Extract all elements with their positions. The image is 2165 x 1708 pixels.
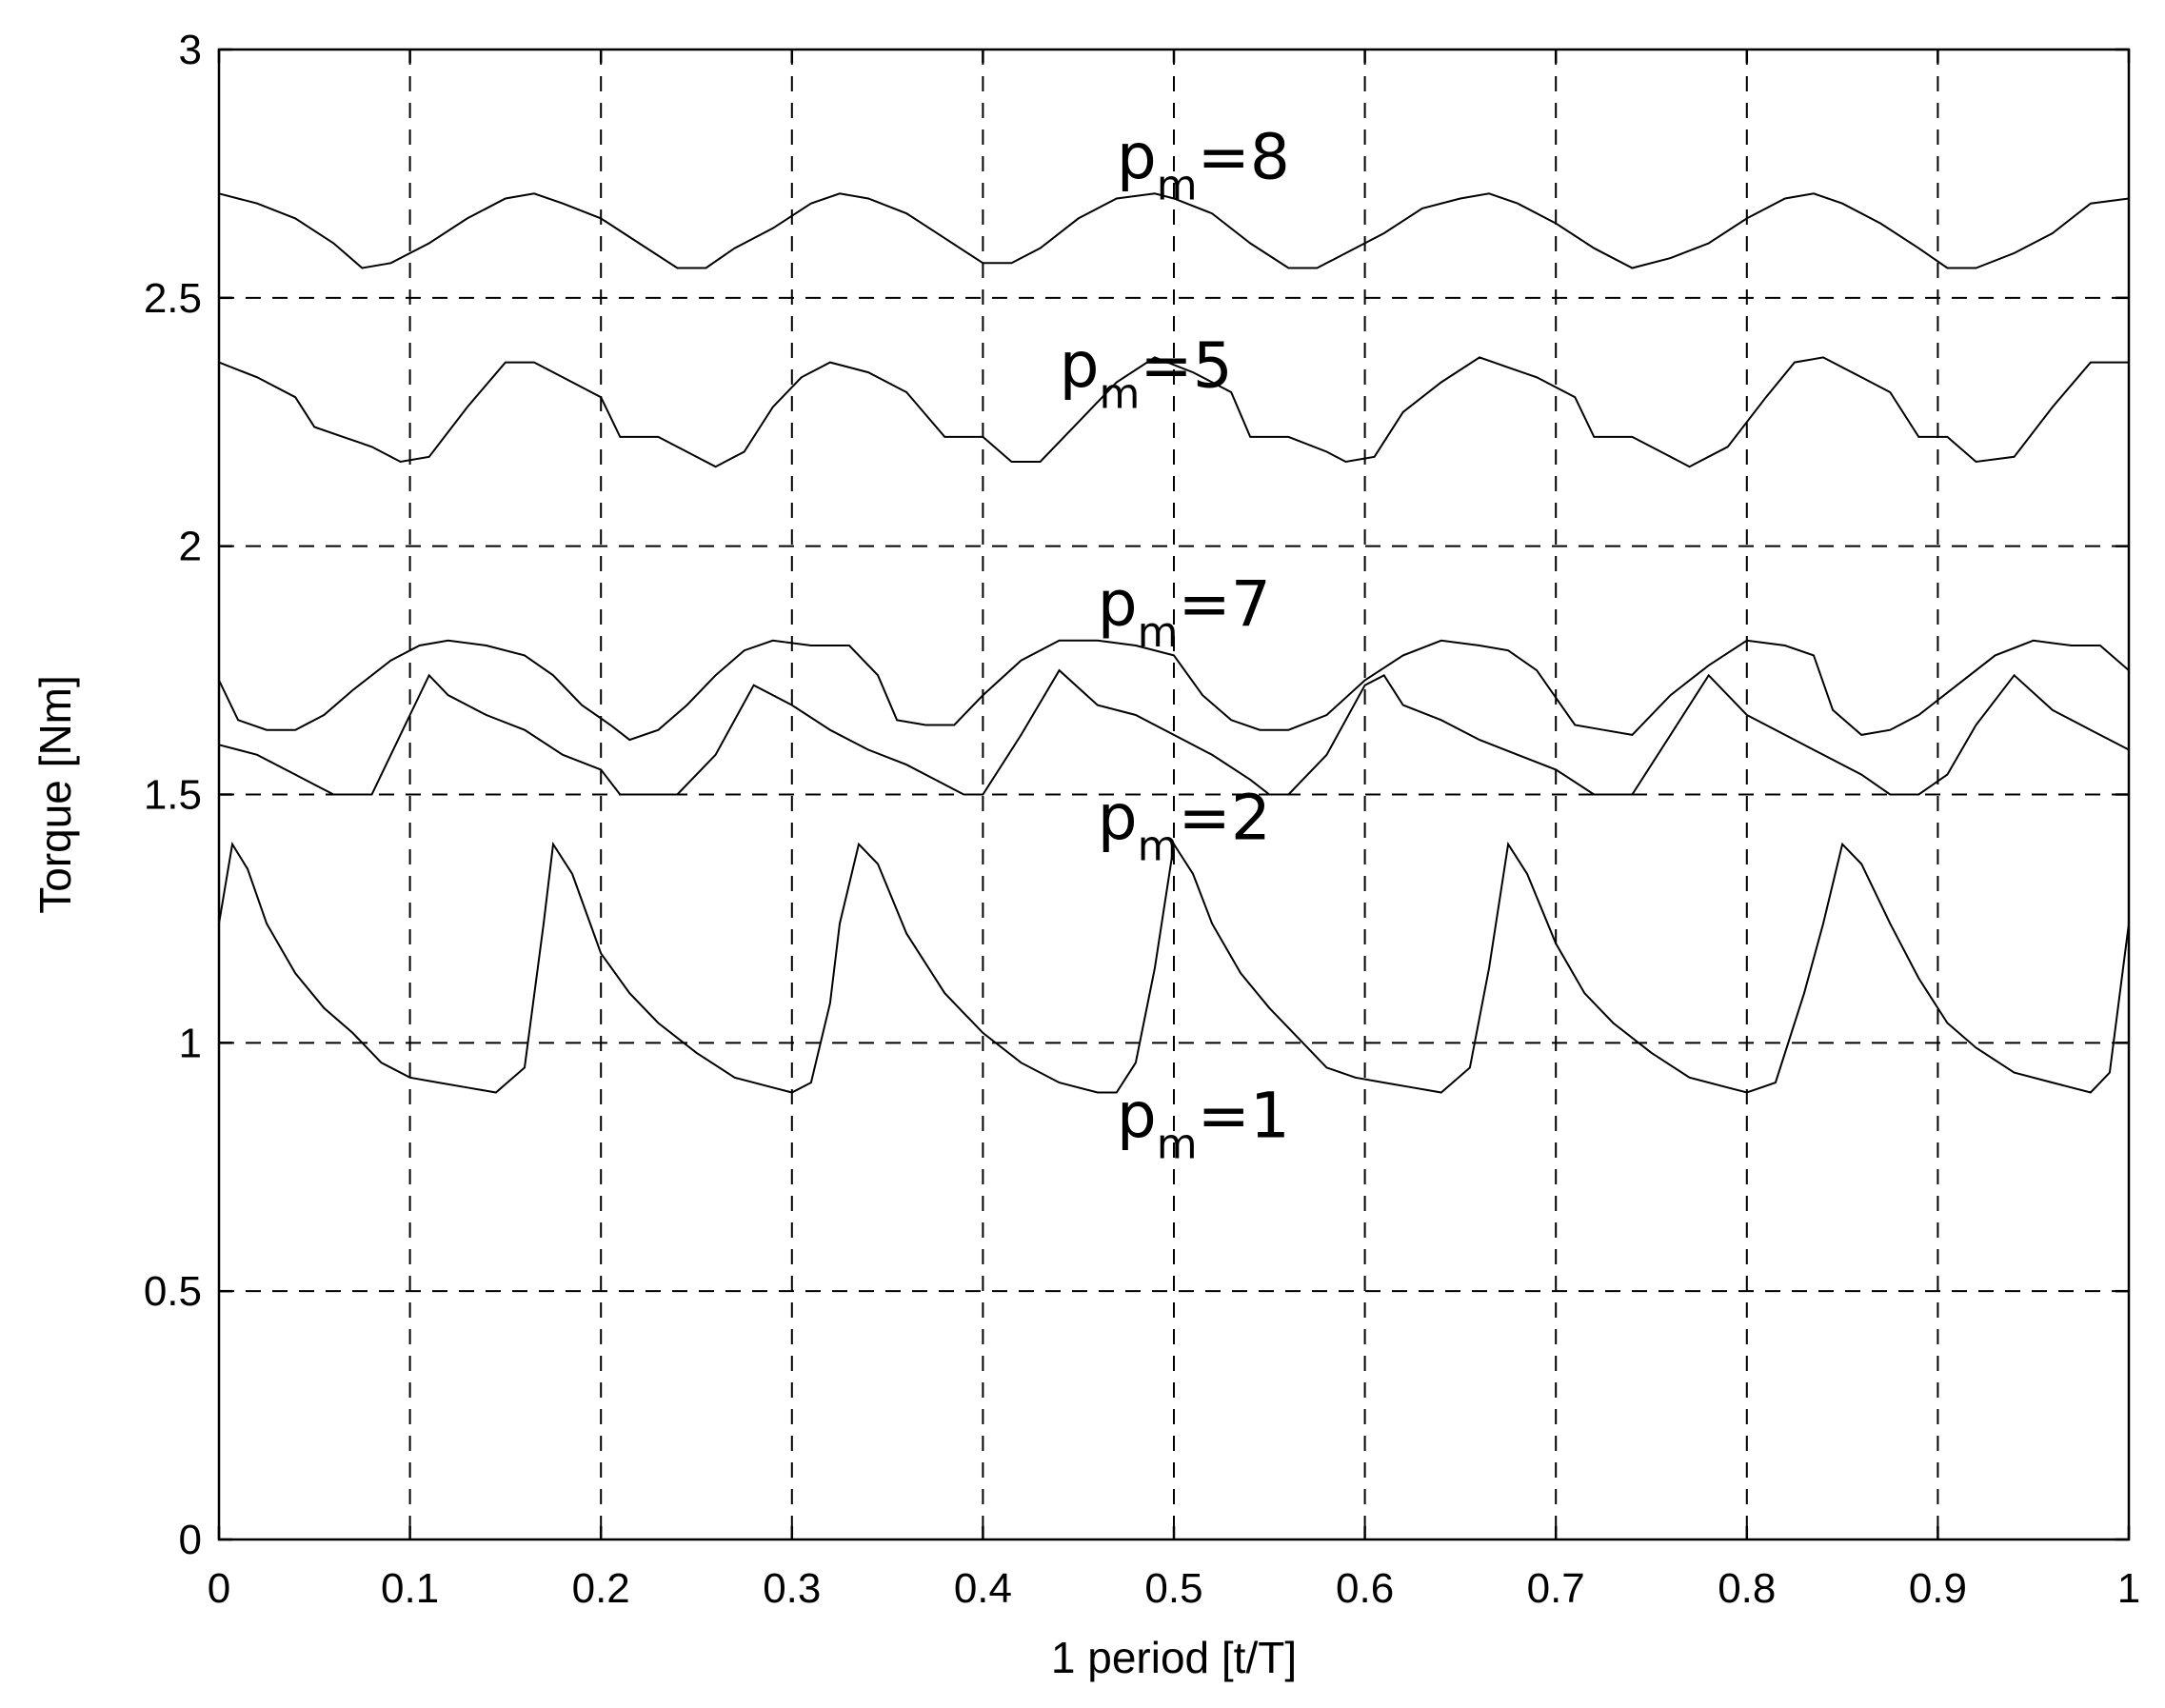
y-tick-label: 2.5	[144, 275, 202, 322]
y-tick-label: 2	[179, 524, 202, 570]
series-line-pm8	[218, 192, 2130, 269]
x-tick-label: 0.6	[1336, 1565, 1394, 1612]
x-tick-label: 0.9	[1909, 1565, 1967, 1612]
y-tick-label: 1	[179, 1020, 202, 1066]
x-tick-label: 1	[2117, 1565, 2140, 1612]
series-annotation: pm=1	[1117, 1079, 1290, 1168]
series-annotation: pm=2	[1098, 781, 1271, 870]
y-tick-label: 3	[179, 27, 202, 73]
x-tick-label: 0.3	[763, 1565, 821, 1612]
x-tick-label: 0.2	[572, 1565, 630, 1612]
series-lines	[218, 192, 2130, 1094]
x-tick-label: 0	[208, 1565, 230, 1612]
series-line-pm7	[218, 639, 2130, 742]
y-tick-label: 0.5	[144, 1268, 202, 1315]
x-tick-label: 0.4	[954, 1565, 1012, 1612]
series-annotation: pm=5	[1060, 329, 1233, 419]
x-tick-label: 0.1	[381, 1565, 439, 1612]
series-line-pm1	[218, 841, 2130, 1094]
grid	[219, 50, 2129, 1539]
y-tick-labels: 0 0.5 1 1.5 2 2.5 3	[144, 27, 202, 1563]
x-tick-label: 0.8	[1718, 1565, 1776, 1612]
series-annotation: pm=7	[1098, 567, 1271, 657]
x-tick-label: 0.5	[1144, 1565, 1202, 1612]
series-line-pm2	[218, 668, 2130, 796]
axis-ticks	[217, 48, 2131, 1541]
y-axis-title: Torque [Nm]	[30, 675, 80, 914]
series-line-pm5	[218, 356, 2129, 468]
y-tick-label: 0	[179, 1517, 202, 1563]
series-annotation: pm=8	[1117, 121, 1290, 210]
x-tick-labels: 0 0.1 0.2 0.3 0.4 0.5 0.6 0.7 0.8 0.9 1	[208, 1565, 2140, 1612]
x-axis-title: 1 period [t/T]	[1051, 1633, 1297, 1682]
y-tick-label: 1.5	[144, 772, 202, 819]
series-annotations: pm=8 pm=5 pm=7 pm=2 pm=1	[1060, 121, 1290, 1169]
x-tick-label: 0.7	[1527, 1565, 1585, 1612]
